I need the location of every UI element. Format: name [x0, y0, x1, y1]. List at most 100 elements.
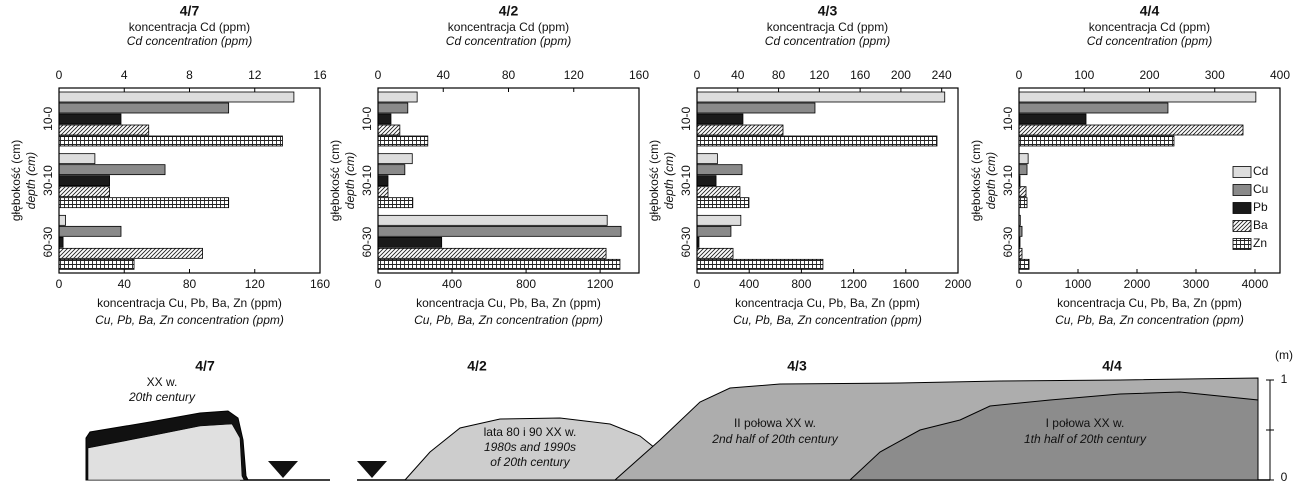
- bar: [377, 225, 622, 237]
- bar: [377, 186, 389, 198]
- legend-label: Zn: [1253, 236, 1267, 250]
- category-label: 30-10: [679, 165, 693, 196]
- bottom-axis-title: Cu, Pb, Ba, Zn concentration (ppm): [414, 313, 603, 327]
- bottom-tick-label: 2000: [1124, 277, 1151, 291]
- bar: [696, 113, 744, 125]
- bar: [1018, 91, 1257, 103]
- bar: [377, 247, 607, 259]
- section-title: 4/7: [195, 358, 215, 374]
- bar: [377, 175, 389, 187]
- bar: [1018, 153, 1029, 165]
- bar: [377, 153, 413, 165]
- bottom-tick-label: 800: [791, 277, 811, 291]
- legend-swatch: [1232, 238, 1252, 250]
- bar: [58, 135, 283, 147]
- legend-swatch: [1232, 220, 1252, 232]
- bar: [58, 153, 96, 165]
- top-tick-label: 40: [731, 68, 745, 82]
- bottom-tick-label: 0: [694, 277, 701, 291]
- bar: [58, 197, 230, 209]
- section-label: XX w.: [147, 375, 178, 389]
- water-marker: [268, 461, 298, 478]
- bottom-tick-label: 800: [516, 277, 536, 291]
- top-axis-title: Cd concentration (ppm): [1087, 34, 1212, 48]
- scale-label: 1: [1281, 372, 1288, 386]
- bar: [696, 214, 742, 226]
- layer-44: [848, 391, 1259, 481]
- top-tick-label: 120: [809, 68, 829, 82]
- bar: [696, 164, 743, 176]
- chart-title: 4/3: [818, 3, 838, 19]
- bar: [58, 247, 203, 259]
- legend-swatch: [1232, 166, 1252, 178]
- bottom-tick-label: 1000: [1065, 277, 1092, 291]
- chart-title: 4/7: [180, 3, 200, 19]
- bar: [696, 197, 750, 209]
- plot-frame: [696, 87, 959, 274]
- bottom-axis-title: koncentracja Cu, Pb, Ba, Zn (ppm): [97, 296, 282, 310]
- legend-swatch: [1232, 202, 1252, 214]
- bar: [696, 135, 938, 147]
- bar: [696, 258, 824, 270]
- bottom-axis-title: Cu, Pb, Ba, Zn concentration (ppm): [1055, 313, 1244, 327]
- plot-frame: [58, 87, 321, 274]
- top-axis-title: Cd concentration (ppm): [765, 34, 890, 48]
- top-tick-label: 80: [502, 68, 516, 82]
- y-axis-title: głębokość (cm): [328, 140, 342, 221]
- category-label: 60-30: [41, 227, 55, 258]
- section-label: II połowa XX w.: [734, 416, 816, 430]
- bottom-tick-label: 160: [310, 277, 330, 291]
- section-label: of 20th century: [490, 455, 570, 469]
- top-tick-label: 0: [694, 68, 701, 82]
- bottom-tick-label: 0: [1016, 277, 1023, 291]
- section-label: 20th century: [128, 390, 196, 404]
- top-tick-label: 200: [1139, 68, 1159, 82]
- y-axis-title: depth (cm): [984, 152, 998, 209]
- category-label: 60-30: [360, 227, 374, 258]
- bar: [1018, 135, 1175, 147]
- bottom-tick-label: 120: [245, 277, 265, 291]
- bottom-axis-title: koncentracja Cu, Pb, Ba, Zn (ppm): [1057, 296, 1242, 310]
- bottom-tick-label: 400: [442, 277, 462, 291]
- chart-title: 4/4: [1140, 3, 1160, 19]
- bar: [696, 175, 717, 187]
- top-axis-title: koncentracja Cd (ppm): [1089, 20, 1210, 34]
- bottom-axis-title: koncentracja Cu, Pb, Ba, Zn (ppm): [735, 296, 920, 310]
- top-axis-title: koncentracja Cd (ppm): [129, 20, 250, 34]
- bar: [696, 102, 816, 114]
- legend-label: Pb: [1253, 200, 1268, 214]
- top-tick-label: 160: [850, 68, 870, 82]
- top-tick-label: 4: [121, 68, 128, 82]
- category-label: 10-0: [360, 107, 374, 131]
- top-tick-label: 80: [772, 68, 786, 82]
- bar: [377, 91, 418, 103]
- top-tick-label: 12: [248, 68, 262, 82]
- category-label: 10-0: [41, 107, 55, 131]
- legend-label: Cd: [1253, 164, 1268, 178]
- bar: [58, 102, 230, 114]
- category-label: 30-10: [360, 165, 374, 196]
- bar: [377, 124, 401, 136]
- chart-title: 4/2: [499, 3, 519, 19]
- bar: [58, 91, 295, 103]
- bottom-tick-label: 4000: [1242, 277, 1269, 291]
- bar: [1018, 186, 1027, 198]
- top-tick-label: 0: [1016, 68, 1023, 82]
- bar: [58, 225, 122, 237]
- legend-label: Cu: [1253, 182, 1268, 196]
- bottom-axis-title: Cu, Pb, Ba, Zn concentration (ppm): [95, 313, 284, 327]
- top-tick-label: 0: [56, 68, 63, 82]
- legend-label: Ba: [1253, 218, 1268, 232]
- bottom-tick-label: 2000: [945, 277, 972, 291]
- cross-section: (m) 1 0 4/7 XX w. 20th century 4/2 lata …: [85, 348, 1293, 484]
- bar: [1018, 113, 1087, 125]
- bar: [1018, 124, 1244, 136]
- category-label: 10-0: [679, 107, 693, 131]
- bar: [1018, 164, 1028, 176]
- bar: [377, 102, 409, 114]
- section-title: 4/2: [467, 358, 487, 374]
- bar: [696, 247, 734, 259]
- bottom-tick-label: 400: [739, 277, 759, 291]
- y-axis-title: głębokość (cm): [647, 140, 661, 221]
